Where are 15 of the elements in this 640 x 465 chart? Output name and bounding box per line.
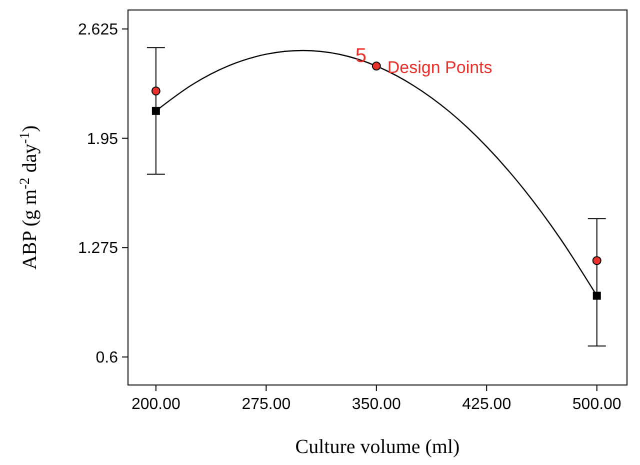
- y-tick-label: 1.95: [86, 130, 118, 148]
- x-tick-label: 500.00: [572, 396, 622, 413]
- point: [372, 62, 381, 71]
- y-tick-label: 0.6: [96, 350, 118, 367]
- x-tick-label: 200.00: [131, 396, 180, 413]
- point: [592, 292, 601, 300]
- point: [592, 256, 602, 266]
- x-tick-label: 350.00: [352, 396, 401, 413]
- point: [151, 86, 160, 96]
- point: [152, 106, 160, 115]
- x-tick-label: 275.00: [242, 396, 291, 413]
- x-tick-label: 425.00: [462, 396, 512, 413]
- y-tick-label: 1.275: [78, 240, 118, 258]
- y-tick-label: 2.625: [78, 22, 118, 39]
- x-axis-title: Culture volume (ml): [295, 436, 460, 458]
